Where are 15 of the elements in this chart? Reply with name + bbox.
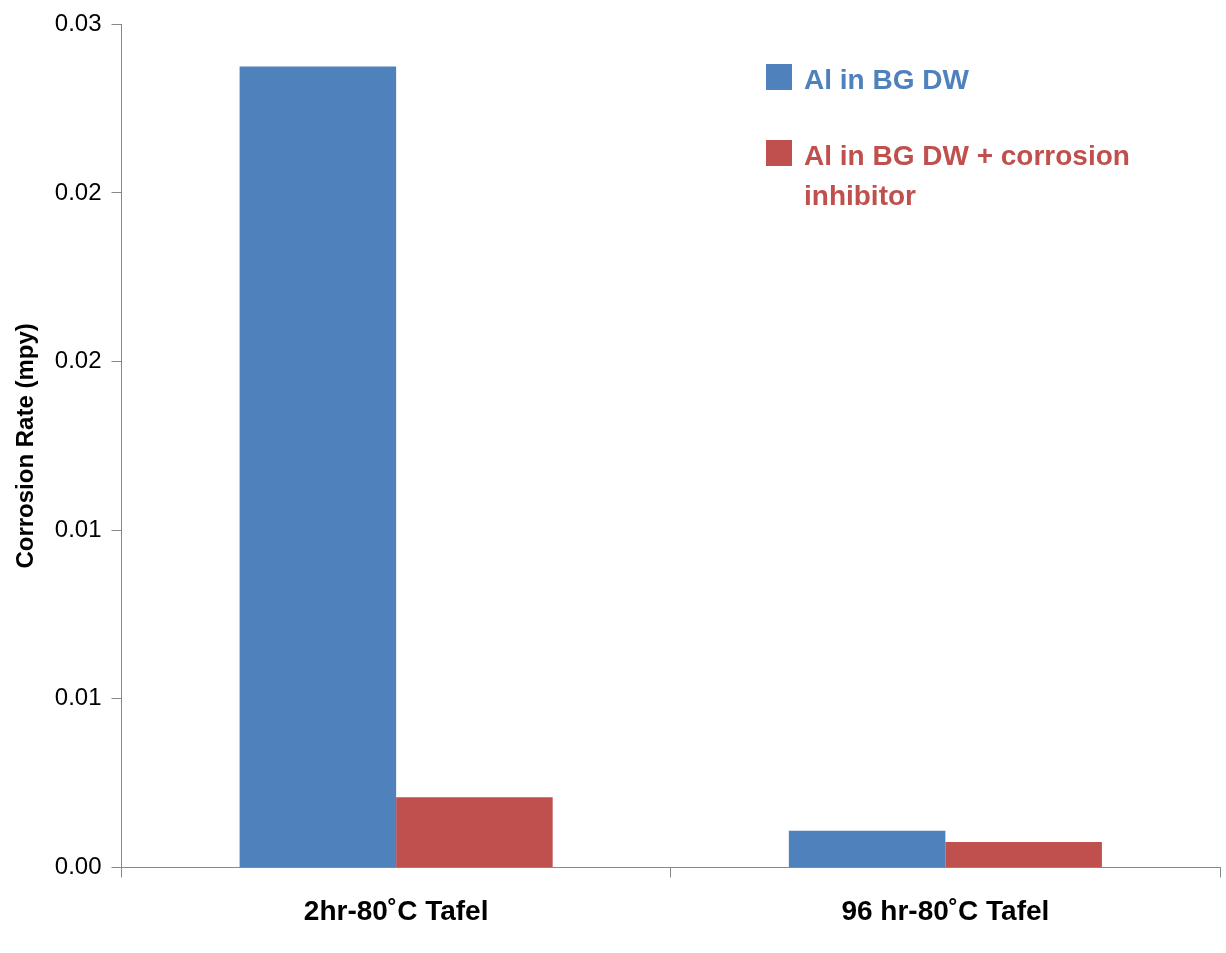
y-tick-label: 0.02 [54,177,102,205]
legend-label: Al in BG DW [804,63,969,97]
bar [239,66,397,867]
bar [788,830,946,867]
y-tick-label: 0.00 [54,852,102,880]
y-tick-label: 0.01 [54,514,102,542]
bar [396,797,553,867]
y-axis-title: Corrosion Rate (mpy) [11,323,39,569]
bar [945,842,1102,867]
x-tick-label: 2hr-80˚C Tafel [303,894,489,926]
y-tick-label: 0.01 [54,683,102,711]
legend-label: Al in BG DW + corrosion inhibitor [804,139,1131,213]
y-tick-label: 0.03 [54,9,102,37]
x-tick-label: 96 hr-80˚C Tafel [841,894,1050,926]
y-tick-label: 0.02 [54,346,102,374]
